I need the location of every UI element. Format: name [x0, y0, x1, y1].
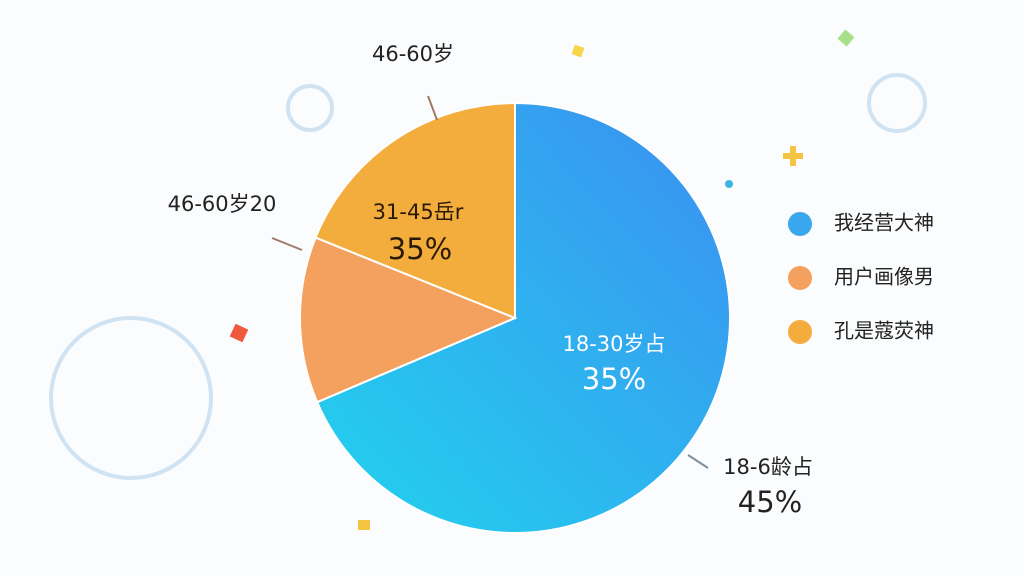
- decoration: [49, 73, 927, 480]
- legend-swatch: [788, 320, 812, 344]
- leader-lines: [271, 95, 709, 469]
- legend-swatch: [788, 212, 812, 236]
- annotation: 35%: [582, 362, 646, 396]
- pie-slice: [299, 236, 518, 404]
- annotation: 31-45岳r: [373, 200, 464, 224]
- pie-slice: [315, 101, 731, 534]
- annotation: 45%: [738, 485, 802, 519]
- legend-label: 我经营大神: [834, 211, 934, 235]
- annotation: 18-30岁占: [562, 332, 665, 356]
- legend-swatch: [788, 266, 812, 290]
- annotation: 46-60岁20: [168, 192, 277, 216]
- pie-slice: [314, 101, 516, 320]
- legend-label: 孔是蔻荧神: [834, 319, 934, 343]
- pie: [299, 101, 731, 534]
- annotation: 35%: [388, 232, 452, 266]
- decoration: [229, 29, 855, 530]
- annotation: 18-6龄占: [723, 455, 813, 479]
- legend-label: 用户画像男: [834, 265, 934, 289]
- annotation: 46-60岁: [372, 42, 454, 66]
